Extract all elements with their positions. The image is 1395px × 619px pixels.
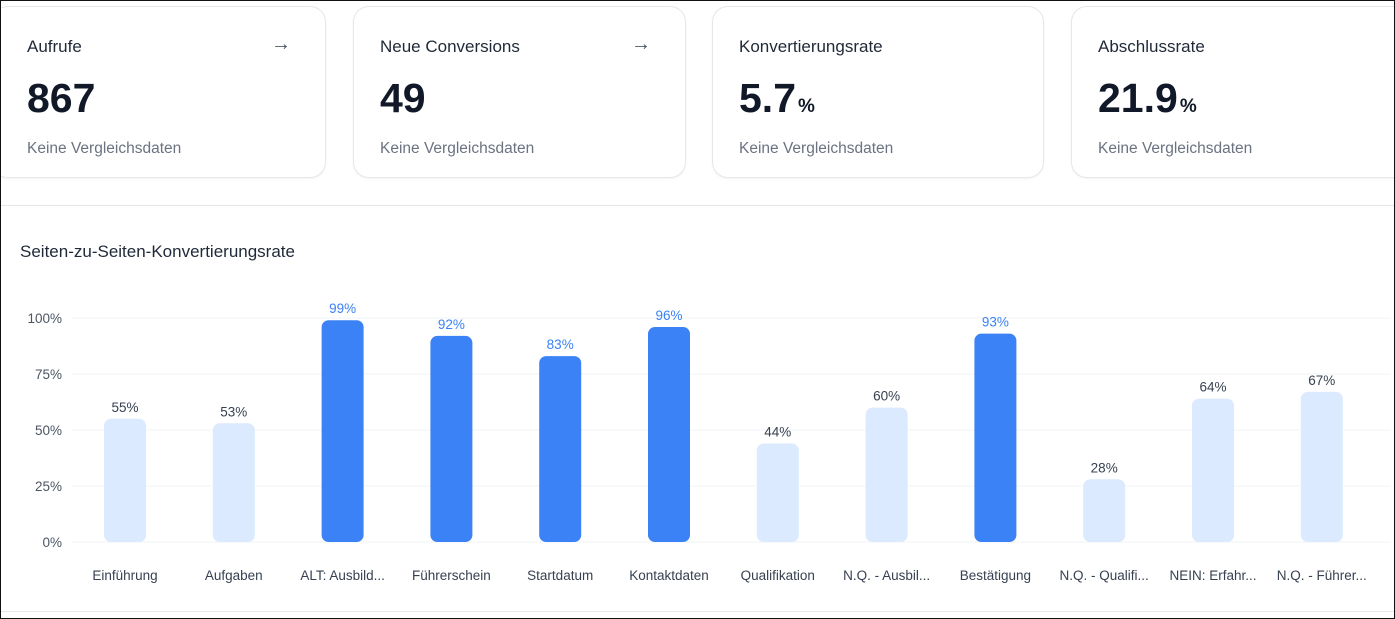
x-tick-label: Bestätigung: [960, 568, 1031, 583]
metric-unit: %: [1179, 96, 1197, 117]
data-label: 92%: [438, 317, 465, 332]
x-tick-label: Startdatum: [527, 568, 593, 583]
arrow-right-icon[interactable]: →: [631, 33, 651, 55]
chart-title: Seiten-zu-Seiten-Konvertierungsrate: [20, 242, 295, 261]
y-tick-label: 100%: [27, 311, 62, 326]
x-tick-label: NEIN: Erfahr...: [1169, 568, 1256, 583]
data-label: 96%: [655, 308, 682, 323]
x-tick-label: N.Q. - Führer...: [1277, 568, 1367, 583]
metric-unit: %: [798, 96, 815, 117]
metric-subtitle: Keine Vergleichsdaten: [739, 140, 894, 157]
metric-value: 5.7%: [739, 75, 815, 122]
metric-subtitle: Keine Vergleichsdaten: [27, 140, 182, 157]
metric-card-1[interactable]: Neue Conversions → 49 Keine Vergleichsdaten: [353, 6, 686, 178]
y-tick-label: 0%: [42, 535, 62, 550]
data-label: 64%: [1199, 380, 1226, 395]
bar: [212, 423, 255, 542]
data-label: 60%: [873, 389, 900, 404]
metric-number: 5.7: [739, 75, 796, 121]
chart-panel: [0, 205, 1395, 612]
y-tick-label: 50%: [35, 423, 62, 438]
data-label: 28%: [1091, 460, 1118, 475]
data-label: 83%: [547, 337, 574, 352]
x-tick-label: Aufgaben: [205, 568, 263, 583]
data-label: 44%: [764, 424, 791, 439]
bar: [865, 407, 908, 542]
metric-value: 867: [27, 75, 97, 122]
bar: [104, 418, 146, 542]
arrow-right-icon[interactable]: →: [271, 33, 291, 55]
bar: [1192, 398, 1234, 542]
data-label: 99%: [329, 301, 356, 316]
metric-value: 21.9%: [1098, 75, 1197, 122]
bar: [648, 326, 690, 542]
bar: [539, 356, 582, 542]
data-label: 55%: [111, 400, 138, 415]
bar: [321, 320, 364, 542]
x-tick-label: Einführung: [92, 568, 157, 583]
x-tick-label: ALT: Ausbild...: [300, 568, 385, 583]
bar: [974, 333, 1017, 542]
x-tick-label: Qualifikation: [741, 568, 815, 583]
metric-title: Konvertierungsrate: [739, 37, 883, 56]
metric-number: 867: [27, 75, 96, 121]
bar: [430, 335, 473, 542]
x-tick-label: N.Q. - Ausbil...: [843, 568, 930, 583]
metric-card-2: Konvertierungsrate 5.7% Keine Vergleichsda…: [712, 6, 1044, 178]
data-label: 67%: [1308, 373, 1335, 388]
y-tick-label: 25%: [35, 479, 62, 494]
metric-subtitle: Keine Vergleichsdaten: [1098, 140, 1253, 157]
metric-title: Abschlussrate: [1098, 37, 1205, 56]
bar: [1083, 479, 1126, 542]
x-tick-label: Kontaktdaten: [629, 568, 709, 583]
data-label: 53%: [220, 404, 247, 419]
metric-value: 49: [380, 75, 428, 122]
metric-number: 49: [380, 75, 426, 121]
x-tick-label: N.Q. - Qualifi...: [1060, 568, 1149, 583]
metric-title: Aufrufe: [27, 37, 82, 56]
y-tick-label: 75%: [35, 367, 62, 382]
metric-card-3: Abschlussrate 21.9% Keine Vergleichsdaten: [1071, 6, 1395, 178]
metric-subtitle: Keine Vergleichsdaten: [380, 140, 535, 157]
x-tick-label: Führerschein: [412, 568, 491, 583]
metric-title: Neue Conversions: [380, 37, 520, 56]
bar: [1300, 391, 1343, 542]
data-label: 93%: [982, 315, 1009, 330]
bar: [756, 443, 799, 542]
metric-number: 21.9: [1098, 75, 1178, 121]
metric-card-0[interactable]: Aufrufe → 867 Keine Vergleichsdaten: [0, 6, 326, 178]
